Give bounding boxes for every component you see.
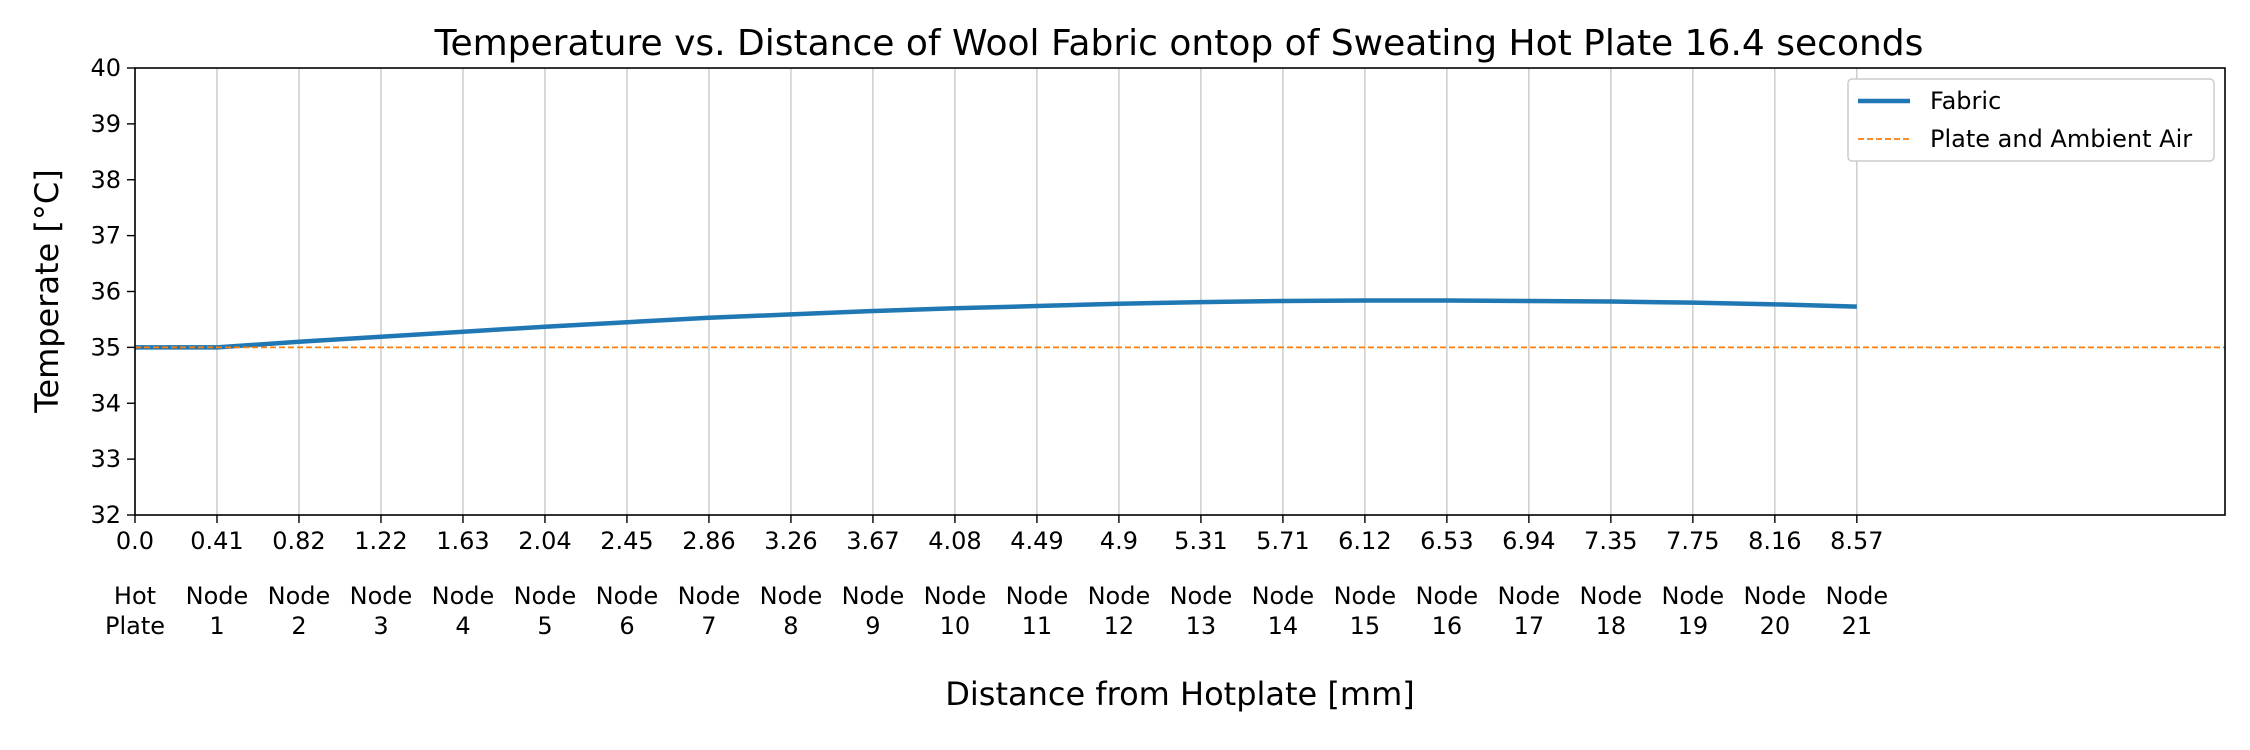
node-label-line2: 11: [1022, 612, 1053, 640]
node-label-line2: 3: [373, 612, 388, 640]
node-label-line2: 19: [1678, 612, 1709, 640]
node-label-line2: 20: [1760, 612, 1791, 640]
x-tick-label: 5.31: [1174, 527, 1227, 555]
node-label-line2: 10: [940, 612, 971, 640]
x-tick-label: 0.82: [272, 527, 325, 555]
x-axis: 0.0 0.41 0.82 1.22 1.63 2.04 2.45 2.86 3.26 3.67 4…: [116, 515, 1884, 555]
node-label-line2: 12: [1104, 612, 1135, 640]
y-tick-label: 34: [90, 389, 121, 417]
node-label-line2: 6: [619, 612, 634, 640]
x-tick-label: 6.94: [1502, 527, 1555, 555]
node-label-line2: 2: [291, 612, 306, 640]
node-label-line2: 15: [1350, 612, 1381, 640]
node-label-line1: Node: [1826, 582, 1889, 610]
legend: Fabric Plate and Ambient Air: [1847, 78, 2215, 162]
node-label-line2: 7: [701, 612, 716, 640]
node-label-line2: 14: [1268, 612, 1299, 640]
node-label-line1: Node: [1088, 582, 1151, 610]
x-tick-label: 6.12: [1338, 527, 1391, 555]
node-label-line2: 8: [783, 612, 798, 640]
y-axis-label: Temperate [°C]: [28, 169, 66, 413]
y-tick-label: 40: [90, 54, 121, 82]
series-layer: [135, 298, 2225, 350]
node-label-line1: Node: [1252, 582, 1315, 610]
node-label-line2: 16: [1432, 612, 1463, 640]
x-tick-label: 7.35: [1584, 527, 1637, 555]
node-label-line2: 17: [1514, 612, 1545, 640]
legend-label: Plate and Ambient Air: [1930, 125, 2192, 153]
node-label-line2: 5: [537, 612, 552, 640]
node-label-line1: Node: [1498, 582, 1561, 610]
node-label-line2: Plate: [105, 612, 165, 640]
grid: [134, 68, 1858, 515]
x-tick-label: 6.53: [1420, 527, 1473, 555]
node-label-line2: 4: [455, 612, 470, 640]
x-tick-label: 2.86: [682, 527, 735, 555]
x-tick-label: 8.16: [1748, 527, 1801, 555]
node-label-line1: Node: [842, 582, 905, 610]
x-tick-label: 2.45: [600, 527, 653, 555]
x-tick-label: 4.08: [928, 527, 981, 555]
x-tick-label: 7.75: [1666, 527, 1719, 555]
node-label-line1: Node: [350, 582, 413, 610]
series-line-fabric: [135, 298, 1857, 350]
x-tick-label: 4.49: [1010, 527, 1063, 555]
y-tick-label: 38: [90, 166, 121, 194]
x-tick-label: 0.41: [190, 527, 243, 555]
node-label-line1: Node: [186, 582, 249, 610]
x-tick-label: 1.63: [436, 527, 489, 555]
legend-box: [1847, 78, 2215, 162]
x-tick-label: 8.57: [1830, 527, 1883, 555]
y-tick-label: 32: [90, 501, 121, 529]
y-tick-label: 37: [90, 222, 121, 250]
node-label-line1: Node: [514, 582, 577, 610]
node-label-line1: Node: [1580, 582, 1643, 610]
node-label-line1: Node: [1006, 582, 1069, 610]
node-labels: HotPlateNode1Node2Node3Node4Node5Node6No…: [105, 582, 1888, 640]
x-tick-label: 0.0: [116, 527, 154, 555]
x-tick-label: 2.04: [518, 527, 571, 555]
node-label-line2: 21: [1842, 612, 1873, 640]
node-label-line1: Node: [1170, 582, 1233, 610]
y-tick-label: 33: [90, 445, 121, 473]
x-tick-label: 1.22: [354, 527, 407, 555]
x-tick-label: 3.67: [846, 527, 899, 555]
x-axis-label: Distance from Hotplate [mm]: [945, 675, 1414, 713]
x-tick-label: 5.71: [1256, 527, 1309, 555]
node-label-line1: Node: [1416, 582, 1479, 610]
y-tick-label: 35: [90, 333, 121, 361]
node-label-line2: 9: [865, 612, 880, 640]
node-label-line1: Node: [1744, 582, 1807, 610]
y-axis: 32 33 34 35 36 37 38 39 40: [90, 54, 135, 529]
node-label-line1: Node: [268, 582, 331, 610]
node-label-line2: 13: [1186, 612, 1217, 640]
node-label-line1: Node: [924, 582, 987, 610]
node-label-line1: Node: [1334, 582, 1397, 610]
node-label-line2: 1: [209, 612, 224, 640]
node-label-line1: Node: [678, 582, 741, 610]
y-tick-label: 39: [90, 110, 121, 138]
legend-label: Fabric: [1930, 87, 2001, 115]
node-label-line1: Hot: [114, 582, 156, 610]
x-tick-label: 3.26: [764, 527, 817, 555]
node-label-line1: Node: [760, 582, 823, 610]
y-tick-label: 36: [90, 278, 121, 306]
node-label-line1: Node: [1662, 582, 1725, 610]
node-label-line2: 18: [1596, 612, 1627, 640]
chart-title: Temperature vs. Distance of Wool Fabric …: [434, 23, 1924, 64]
node-label-line1: Node: [596, 582, 659, 610]
node-label-line1: Node: [432, 582, 495, 610]
x-tick-label: 4.9: [1100, 527, 1138, 555]
